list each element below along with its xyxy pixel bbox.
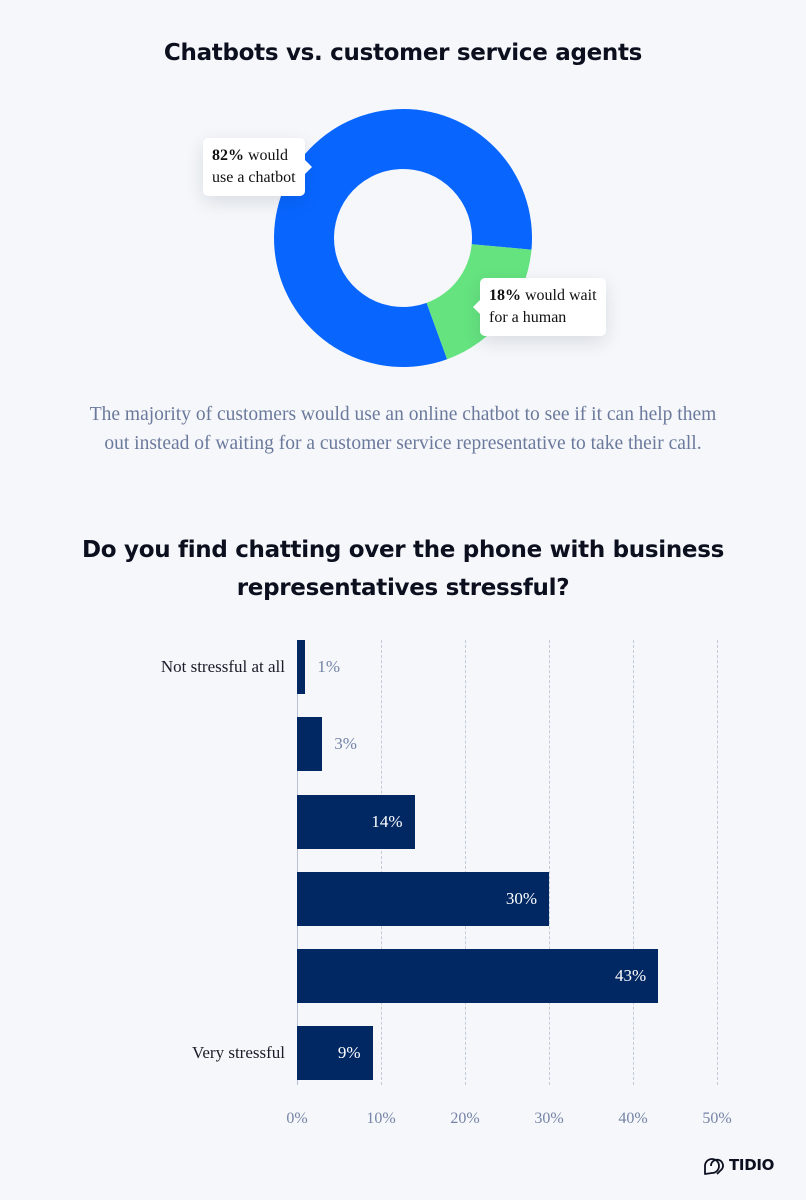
gridline [381, 640, 382, 1085]
callout-chatbot-percent: 82% [212, 147, 244, 164]
bar-value-label: 3% [334, 734, 357, 753]
category-label: Very stressful [191, 1043, 285, 1062]
bar-value-label: 43% [615, 966, 647, 985]
gridline [717, 640, 718, 1085]
callout-human-percent: 18% [489, 287, 521, 304]
x-tick-label: 50% [702, 1110, 732, 1127]
bar [297, 1026, 373, 1080]
gridline [549, 640, 550, 1085]
category-label: Not stressful at all [160, 657, 285, 676]
bar [297, 872, 549, 926]
callout-chatbot-line2: use a chatbot [212, 169, 296, 186]
donut-chart-title: Chatbots vs. customer service agents [163, 40, 643, 66]
bar-value-label: 9% [337, 1043, 361, 1062]
donut-segment-chatbot [274, 108, 533, 367]
gridline [465, 640, 466, 1085]
bar [297, 717, 323, 771]
bar [297, 949, 659, 1003]
callout-human-line2: for a human [489, 309, 567, 326]
bar-value-label: 30% [505, 889, 537, 908]
bar [297, 795, 415, 849]
x-tick-label: 30% [534, 1110, 564, 1127]
x-tick-label: 0% [286, 1110, 308, 1127]
callout-chatbot: 82% would use a chatbot [203, 138, 312, 196]
x-tick-label: 10% [366, 1110, 396, 1127]
bar-chart-title: Do you find chatting over the phone with… [82, 537, 724, 601]
x-tick-label: 20% [450, 1110, 480, 1127]
tidio-logo-icon [704, 1158, 724, 1175]
callout-human: 18% would wait for a human [473, 278, 606, 336]
bar-value-label: 1% [317, 657, 341, 676]
bar-value-label: 14% [371, 812, 403, 831]
gridline [633, 640, 634, 1085]
tidio-logo: TIDIO [703, 1154, 774, 1176]
y-axis-line [297, 640, 298, 1085]
bar [297, 640, 306, 694]
x-tick-label: 40% [618, 1110, 648, 1127]
donut-description: The majority of customers would use an o… [89, 404, 717, 454]
